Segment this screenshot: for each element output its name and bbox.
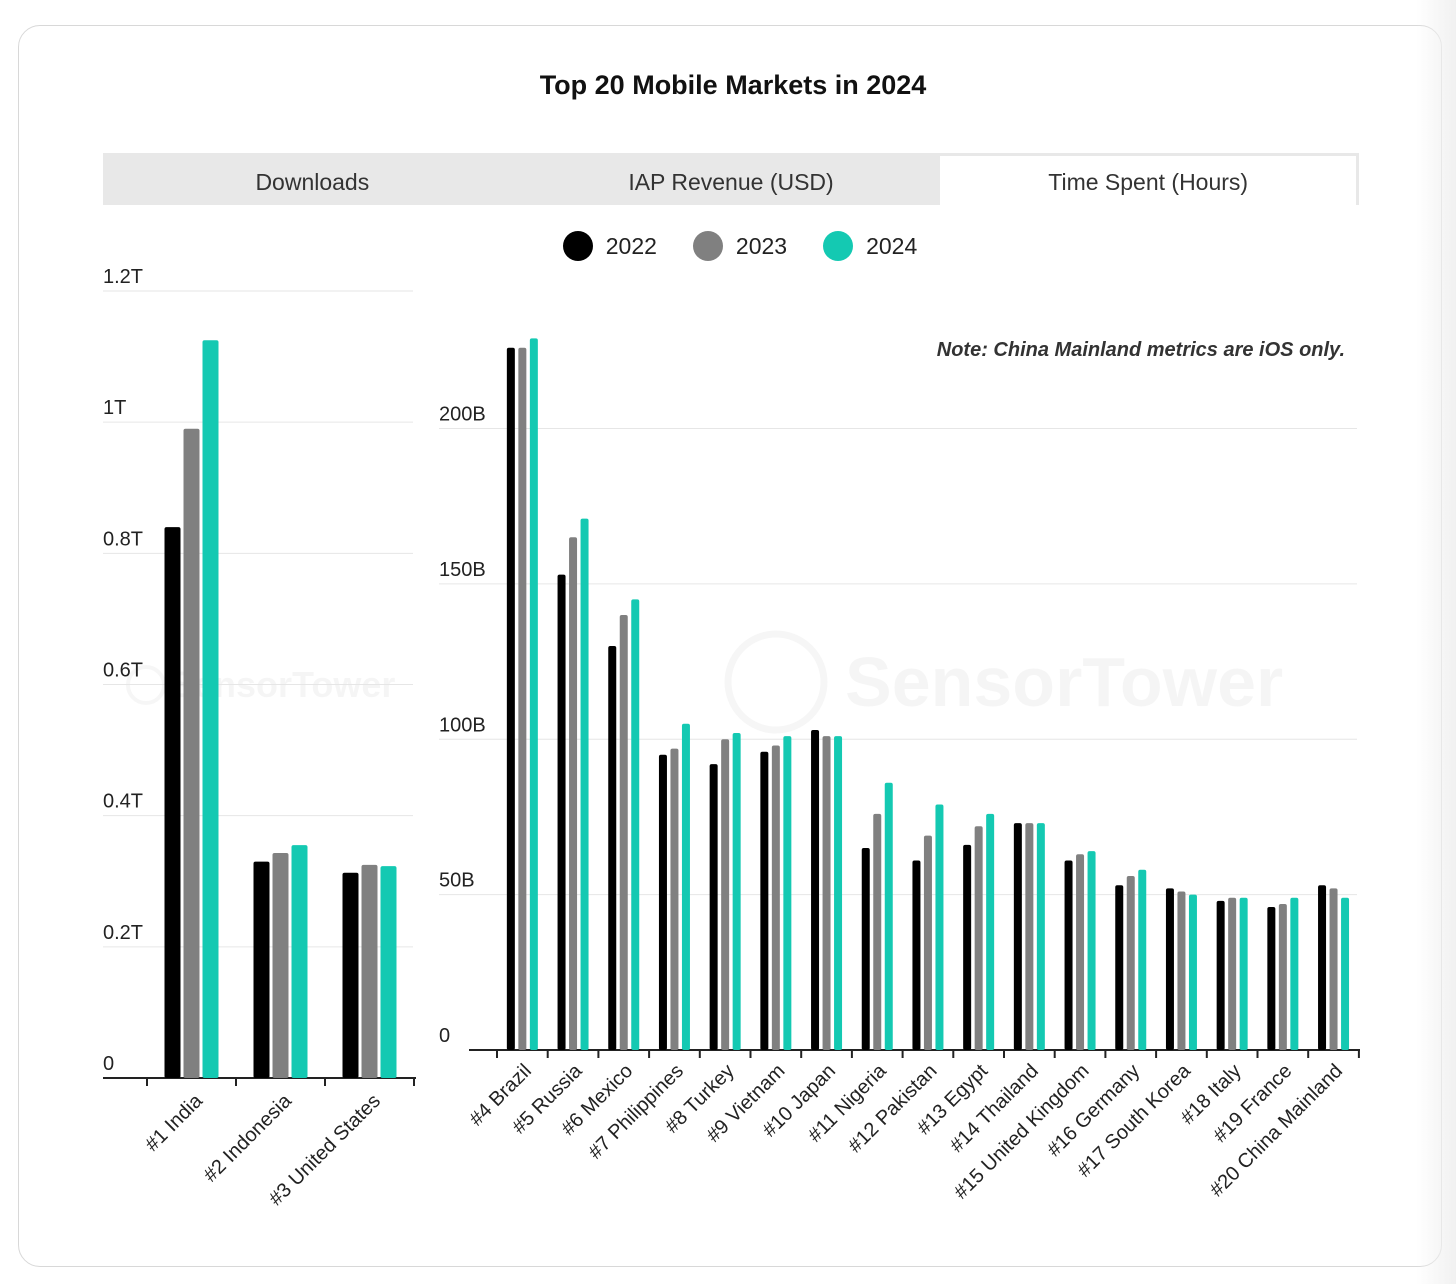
top4-20-y-tick-label: 200B bbox=[439, 404, 486, 426]
top4-20-bar-2023 bbox=[1177, 891, 1186, 1050]
top4-20-bar-2024 bbox=[681, 723, 690, 1050]
top4-20-bar-2024 bbox=[935, 804, 944, 1050]
legend-label: 2023 bbox=[735, 232, 788, 259]
top3-bar-2022 bbox=[164, 527, 181, 1078]
top3-bar-2023 bbox=[272, 853, 289, 1078]
legend-item-2022[interactable]: 2022 bbox=[562, 228, 657, 264]
top3-bar-2024 bbox=[291, 845, 308, 1078]
top4-20-bar-2024 bbox=[1188, 894, 1197, 1050]
legend-label: 2022 bbox=[605, 232, 657, 259]
top4-20-bar-2024 bbox=[732, 733, 741, 1050]
top3-y-tick-label: 0 bbox=[103, 1053, 114, 1075]
top4-20-bar-2022 bbox=[658, 754, 667, 1050]
top4-20-bar-2023 bbox=[822, 736, 831, 1050]
top4-20-y-tick-label: 0 bbox=[439, 1025, 450, 1047]
top3-y-tick-label: 0.4T bbox=[103, 791, 143, 813]
top3-bar-2022 bbox=[342, 872, 359, 1078]
legend-label: 2024 bbox=[866, 232, 918, 259]
top4-20-bar-2023 bbox=[569, 537, 578, 1050]
top4-20-y-tick-label: 50B bbox=[439, 870, 475, 892]
metric-tabs: Downloads IAP Revenue (USD) Time Spent (… bbox=[103, 153, 1360, 205]
top4-20-bar-2023 bbox=[1278, 903, 1287, 1050]
top4-20-bar-2024 bbox=[1087, 851, 1096, 1050]
chart-panel-top3: 0 0.2T 0.4T 0.6T 0.8T 1T 1.2T #1 India#2 Indone… bbox=[103, 266, 416, 1210]
top4-20-bar-2022 bbox=[557, 574, 566, 1050]
chart-legend: 2022 2023 2024 bbox=[0, 228, 1456, 264]
chart-note: Note: China Mainland metrics are iOS onl… bbox=[937, 339, 1345, 361]
top4-20-bar-2023 bbox=[721, 739, 730, 1050]
top3-y-tick-label: 1T bbox=[103, 397, 126, 419]
top4-20-y-tick-label: 100B bbox=[439, 714, 486, 736]
top4-20-bar-2023 bbox=[1126, 875, 1135, 1050]
top4-20-bar-2023 bbox=[974, 826, 983, 1050]
top4-20-bar-2024 bbox=[834, 736, 843, 1050]
top4-20-bar-2023 bbox=[873, 813, 882, 1050]
top4-20-bar-2023 bbox=[923, 835, 932, 1050]
top4-20-bar-2022 bbox=[861, 848, 870, 1050]
top3-bar-2024 bbox=[380, 866, 397, 1078]
top4-20-bar-2023 bbox=[1228, 897, 1237, 1050]
top4-20-bar-2024 bbox=[631, 599, 640, 1050]
top4-20-bar-2022 bbox=[506, 347, 515, 1050]
legend-item-2024[interactable]: 2024 bbox=[823, 228, 917, 264]
top4-20-bar-2023 bbox=[1329, 888, 1338, 1050]
top3-bar-2023 bbox=[183, 428, 200, 1079]
top3-y-tick-label: 1.2T bbox=[103, 266, 143, 288]
top4-20-bar-2022 bbox=[1318, 885, 1327, 1050]
top4-20-bar-2022 bbox=[1013, 823, 1022, 1050]
tab-time-spent[interactable]: Time Spent (Hours) bbox=[940, 153, 1360, 205]
chart-title: Top 20 Mobile Markets in 2024 bbox=[539, 70, 927, 100]
top4-20-bar-2023 bbox=[619, 614, 628, 1050]
top4-20-bar-2022 bbox=[1216, 900, 1225, 1050]
top3-category-label: #1 India bbox=[141, 1089, 208, 1156]
top4-20-bar-2023 bbox=[1076, 854, 1085, 1050]
top3-y-tick-label: 0.6T bbox=[103, 660, 143, 682]
top3-category-label: #2 Indonesia bbox=[199, 1089, 296, 1186]
top4-20-bar-2024 bbox=[1036, 823, 1045, 1050]
top3-y-tick-label: 0.2T bbox=[103, 922, 143, 944]
top4-20-bar-2022 bbox=[1115, 885, 1124, 1050]
top4-20-bar-2022 bbox=[963, 844, 972, 1050]
top4-20-bar-2023 bbox=[1025, 823, 1034, 1050]
top4-20-bar-2022 bbox=[1064, 860, 1073, 1050]
top3-bar-2023 bbox=[361, 864, 378, 1078]
top4-20-bar-2024 bbox=[1239, 897, 1248, 1050]
top4-20-bar-2023 bbox=[771, 745, 780, 1050]
top4-20-bar-2024 bbox=[529, 338, 538, 1051]
top4-20-bar-2022 bbox=[912, 860, 921, 1050]
watermark-text-main: SensorTower bbox=[845, 643, 1283, 721]
top4-20-y-tick-label: 150B bbox=[439, 559, 486, 581]
top4-20-bar-2024 bbox=[783, 736, 792, 1050]
top3-bar-2022 bbox=[253, 861, 270, 1078]
watermark: SensorTower SensorTower bbox=[128, 634, 1283, 730]
top4-20-bar-2024 bbox=[986, 813, 995, 1050]
legend-item-2023[interactable]: 2023 bbox=[692, 228, 788, 264]
top4-20-bar-2024 bbox=[580, 518, 589, 1050]
top4-20-bar-2022 bbox=[1267, 907, 1276, 1050]
top4-20-bar-2022 bbox=[811, 729, 820, 1050]
top4-20-bar-2022 bbox=[1165, 888, 1174, 1050]
legend-dot-icon bbox=[692, 231, 723, 261]
top4-20-bar-2022 bbox=[608, 646, 617, 1050]
top4-20-bar-2022 bbox=[760, 751, 769, 1050]
tab-downloads[interactable]: Downloads bbox=[255, 169, 370, 195]
legend-dot-icon bbox=[823, 231, 854, 261]
legend-dot-icon bbox=[562, 231, 593, 261]
top4-20-bar-2023 bbox=[518, 347, 527, 1050]
top4-20-bar-2024 bbox=[1341, 897, 1350, 1050]
top4-20-bar-2024 bbox=[884, 782, 893, 1050]
top3-y-tick-label: 0.8T bbox=[103, 528, 143, 550]
page-edge-shadow bbox=[1416, 0, 1456, 1284]
top4-20-bar-2024 bbox=[1290, 897, 1299, 1050]
top4-20-bar-2024 bbox=[1138, 869, 1147, 1050]
top4-20-bar-2023 bbox=[670, 748, 679, 1050]
tab-iap-revenue[interactable]: IAP Revenue (USD) bbox=[628, 169, 834, 195]
top4-20-bar-2022 bbox=[709, 764, 718, 1050]
top3-bar-2024 bbox=[202, 340, 219, 1078]
